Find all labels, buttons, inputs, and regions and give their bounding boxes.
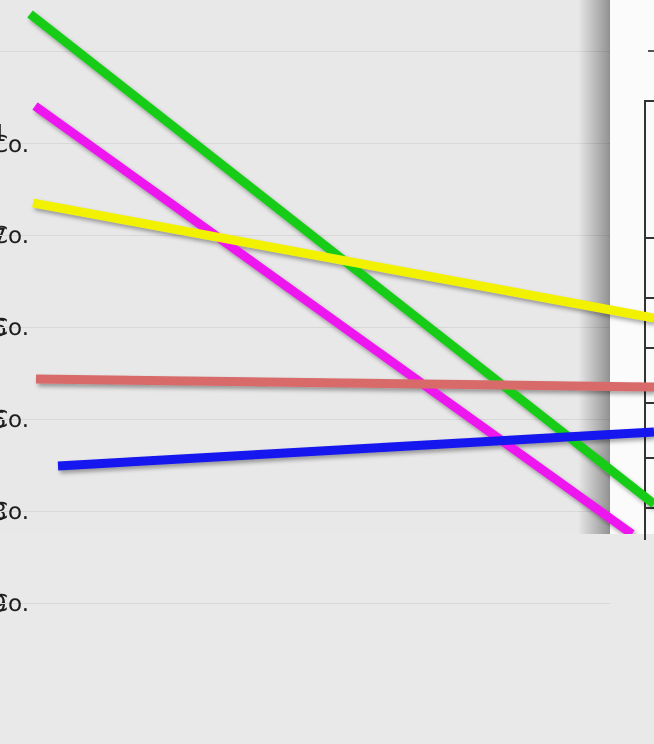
blue-line bbox=[57, 427, 654, 471]
list-row[interactable]: Co. 5 bbox=[0, 236, 610, 434]
row-label: Co. bbox=[0, 223, 30, 249]
table-rule bbox=[646, 507, 654, 509]
list-row[interactable]: Co. 8 bbox=[0, 328, 610, 526]
row-number: 6 bbox=[0, 314, 36, 345]
list-row[interactable]: 1 bbox=[0, 0, 610, 147]
row-label: Co. bbox=[0, 407, 30, 433]
row-number: 5 bbox=[0, 406, 36, 437]
row-label: Co. bbox=[0, 499, 30, 525]
table-rule bbox=[646, 402, 654, 404]
side-panel-dash bbox=[648, 50, 654, 52]
row-label: Co. bbox=[0, 132, 30, 158]
row-number: 8 bbox=[0, 498, 36, 529]
row-label: Co. bbox=[0, 591, 30, 617]
connector-lines bbox=[27, 10, 654, 534]
table-rule bbox=[646, 237, 654, 239]
table-rule bbox=[646, 347, 654, 349]
row-number: 7 bbox=[0, 223, 36, 254]
row-number: 1 bbox=[0, 119, 36, 150]
yellow-line bbox=[32, 198, 654, 323]
list-row[interactable]: Co. 7 bbox=[0, 52, 610, 251]
table-rule bbox=[646, 297, 654, 299]
side-panel bbox=[610, 0, 654, 534]
magenta-line bbox=[32, 102, 635, 534]
row-label: Co. bbox=[0, 315, 30, 341]
salmon-line bbox=[35, 374, 654, 392]
table-rule bbox=[646, 457, 654, 459]
